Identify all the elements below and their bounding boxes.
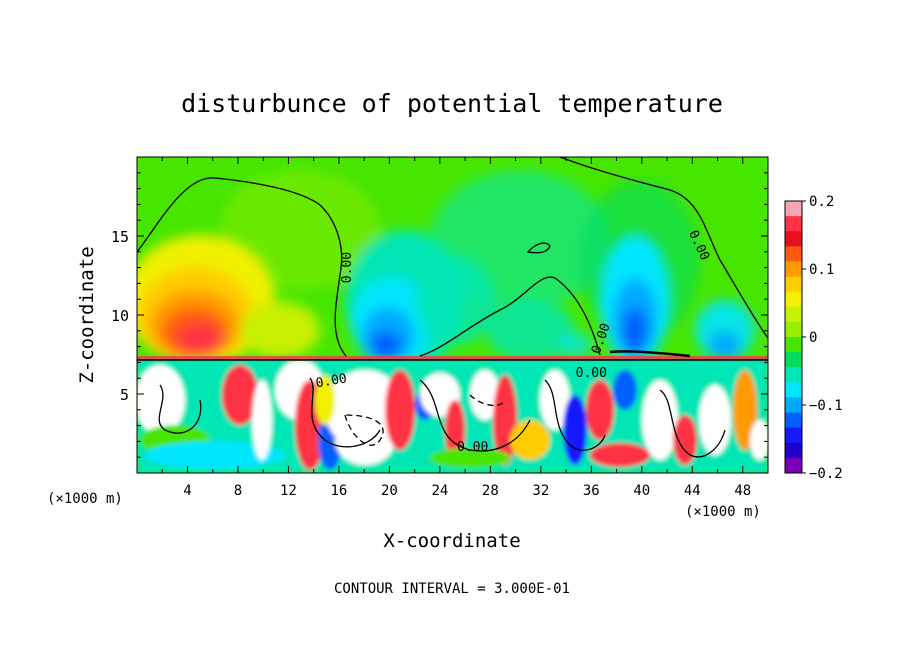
x-axis: 4 8 12 16 20 24 28 32 36 40 44 48 xyxy=(161,157,751,499)
contour-label: 0.00 xyxy=(315,371,348,391)
contour-label: 0.00 xyxy=(576,366,607,381)
colorbar-swatch xyxy=(785,352,802,368)
colorbar-swatch xyxy=(785,231,802,247)
colorbar-swatch xyxy=(785,412,802,429)
colorbar-swatch xyxy=(785,306,802,323)
colorbar-tick-label: −0.2 xyxy=(809,466,843,482)
colorbar-swatch xyxy=(785,201,802,217)
y-axis-title: Z-coordinate xyxy=(76,246,98,383)
x-unit-label-right: (×1000 m) xyxy=(685,504,761,520)
x-tick-label: 8 xyxy=(234,483,242,499)
x-tick-label: 32 xyxy=(532,483,549,499)
colorbar-swatch xyxy=(785,321,802,338)
colorbar-swatch xyxy=(785,261,802,278)
heatmap-field xyxy=(137,157,768,473)
y-tick-label: 15 xyxy=(111,228,129,246)
contour-label: 0.00 xyxy=(457,440,488,455)
x-axis-title: X-coordinate xyxy=(383,530,520,552)
colorbar-swatch xyxy=(785,427,802,444)
y-axis: 5 10 15 xyxy=(111,172,768,458)
x-tick-label: 12 xyxy=(280,483,297,499)
colorbar-tick-label: −0.1 xyxy=(809,398,843,414)
y-tick-label: 10 xyxy=(111,307,129,325)
x-tick-label: 36 xyxy=(583,483,600,499)
colorbar-swatch xyxy=(785,291,802,308)
colorbar-swatch xyxy=(785,216,802,232)
colorbar-swatch xyxy=(785,337,802,353)
colorbar-swatch xyxy=(785,442,802,459)
colorbar-swatch xyxy=(785,397,802,414)
colorbar-tick-label: 0.2 xyxy=(809,194,834,210)
x-tick-label: 16 xyxy=(330,483,347,499)
contour-label: 0.00 xyxy=(340,252,355,283)
colorbar-tick-label: 0 xyxy=(809,330,817,346)
x-tick-label: 24 xyxy=(431,483,448,499)
y-tick-label: 5 xyxy=(120,386,129,404)
colorbar: 0.2 0.1 0 −0.1 −0.2 xyxy=(784,194,843,482)
colorbar-tick-label: 0.1 xyxy=(809,262,834,278)
x-tick-label: 4 xyxy=(183,483,191,499)
colorbar-swatch xyxy=(785,276,802,293)
colorbar-swatch xyxy=(785,367,802,383)
x-tick-label: 20 xyxy=(381,483,398,499)
x-tick-label: 48 xyxy=(734,483,751,499)
colorbar-swatch xyxy=(785,382,802,398)
x-tick-label: 44 xyxy=(684,483,701,499)
colorbar-swatch xyxy=(785,246,802,262)
colorbar-swatch xyxy=(785,457,802,474)
chart-title: disturbunce of potential temperature xyxy=(181,89,723,118)
x-unit-label-left: (×1000 m) xyxy=(47,491,123,507)
contour-interval-label: CONTOUR INTERVAL = 3.000E-01 xyxy=(334,581,570,597)
x-tick-label: 28 xyxy=(482,483,499,499)
x-tick-label: 40 xyxy=(633,483,650,499)
